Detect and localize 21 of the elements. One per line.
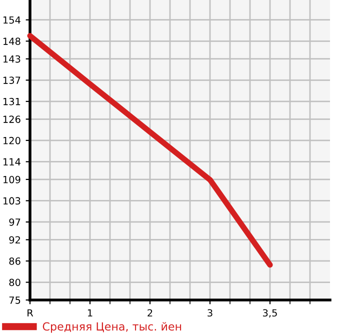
y-tick-label: 92 — [9, 236, 20, 244]
y-tick-label: 103 — [3, 197, 20, 205]
y-tick-label: 75 — [9, 296, 20, 304]
y-tick-label: 137 — [3, 76, 20, 84]
y-tick-label: 154 — [3, 16, 20, 24]
x-tick-label: 1 — [88, 309, 92, 316]
y-tick-label: 120 — [3, 136, 20, 144]
x-tick-label: 3,5 — [263, 309, 277, 318]
y-tick-label: 114 — [3, 158, 20, 166]
y-tick-label: 143 — [3, 55, 20, 63]
y-tick-label: 148 — [3, 38, 20, 45]
x-tick-label: 2 — [148, 309, 152, 316]
legend-label: Средняя Цена, тыс. йен — [42, 322, 182, 333]
x-tick-label: 3 — [208, 309, 212, 317]
y-tick-label: 109 — [3, 176, 20, 184]
y-tick-label: 126 — [3, 116, 20, 123]
y-tick-label: 86 — [9, 257, 20, 265]
y-tick-label: 97 — [9, 218, 20, 226]
x-tick-label: R — [28, 309, 34, 316]
y-tick-label: 131 — [3, 98, 20, 106]
y-tick-label: 80 — [9, 278, 20, 286]
